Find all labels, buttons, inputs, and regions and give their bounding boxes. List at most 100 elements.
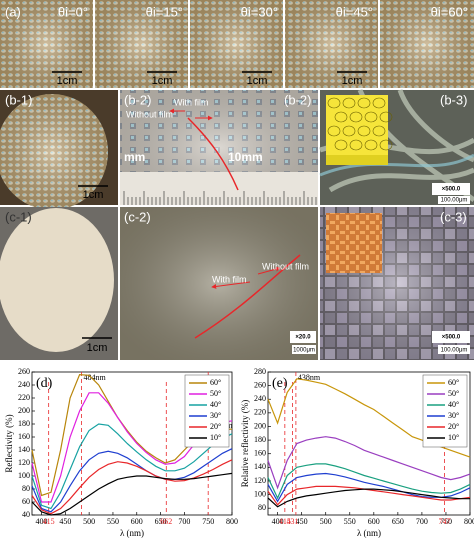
x-tick-label: 500 (83, 517, 95, 526)
x-tick-label: 550 (107, 517, 119, 526)
scale-bar-label: 1cm (247, 75, 268, 87)
scale-bar-label: 1cm (87, 342, 108, 354)
legend-label: 40° (448, 400, 459, 409)
x-tick-label: 800 (464, 517, 474, 526)
panel-b1: (b-1) 1cm (0, 90, 118, 210)
x-tick-label: 400 (272, 517, 284, 526)
angle-label: θi=30° (241, 4, 278, 19)
angle-label: θi=45° (336, 4, 373, 19)
scale-bar-label: 1cm (57, 75, 78, 87)
y-tick-label: 220 (18, 393, 30, 402)
x-tick-label: 600 (131, 517, 143, 526)
angle-label: θi=15° (146, 4, 183, 19)
annotation: Without film (262, 261, 309, 271)
series-line (31, 459, 233, 515)
series-line (267, 436, 471, 490)
series-line (267, 485, 471, 506)
line-chart: 40 60 80 100 120 140 160 180 200 220 240 260 400 450 5… (4, 367, 238, 538)
y-tick-label: 60 (22, 497, 30, 506)
scale-bar-label: 1cm (152, 75, 173, 87)
legend-label: 10° (210, 433, 221, 442)
chart-title: (d) (36, 376, 53, 391)
line-chart: 80 100 120 140 160 180 200 220 240 260 280 400 450 50… (240, 367, 474, 538)
annotation: Without film (126, 109, 173, 119)
y-tick-label: 240 (18, 380, 30, 389)
reference-label: 484nm (84, 373, 107, 382)
x-tick-label: 600 (368, 517, 380, 526)
magnification: ×20.0 (295, 335, 311, 341)
panel-c2: With film Without film (c-2) ×20.0 1000μ… (120, 207, 318, 360)
y-tick-label: 100 (18, 471, 30, 480)
y-tick-label: 180 (18, 419, 30, 428)
panel-a: θi=0° 1cm θi=15° 1cm θi=30° 1cm θi=45° 1cm θi=60… (0, 0, 474, 88)
x-tick-label: 700 (416, 517, 428, 526)
x-tick-label: 400 (36, 517, 48, 526)
legend: 60° 50° 40° 30° 20° 10° (422, 374, 468, 448)
x-tick-label: 750 (440, 517, 452, 526)
x-tick-label: 500 (320, 517, 332, 526)
y-tick-label: 280 (254, 367, 266, 376)
y-tick-label: 180 (254, 435, 266, 444)
y-tick-label: 260 (18, 367, 30, 376)
panel-label: (b-1) (5, 92, 32, 107)
series-line (31, 472, 233, 516)
scale-bar-label: 1000μm (293, 348, 315, 354)
x-tick-label: 750 (202, 517, 214, 526)
y-tick-label: 140 (18, 445, 30, 454)
x-tick-label: 550 (344, 517, 356, 526)
legend-label: 60° (210, 378, 221, 387)
reference-tick-label: 431 (287, 517, 299, 526)
y-tick-label: 200 (18, 406, 30, 415)
y-tick-label: 200 (254, 421, 266, 430)
x-tick-label: 650 (155, 517, 167, 526)
angle-label: θi=0° (58, 4, 88, 19)
plot-frame (31, 371, 233, 516)
reference-tick-label: 415 (279, 517, 291, 526)
series-line (267, 488, 470, 508)
y-tick-label: 260 (254, 380, 266, 389)
y-axis-title: Reflectivity (%) (4, 414, 14, 472)
legend-label: 20° (448, 422, 459, 431)
chart-title: (e) (272, 376, 288, 391)
legend-label: 10° (448, 433, 459, 442)
legend: 60° 50° 40° 30° 20° 10° (184, 374, 230, 448)
y-tick-label: 120 (18, 458, 30, 467)
y-axis-title: Relative reflectivity (%) (240, 400, 250, 487)
legend-label: 30° (210, 411, 221, 420)
x-tick-label: 800 (226, 517, 238, 526)
legend-label: 40° (210, 400, 221, 409)
y-tick-label: 160 (254, 449, 266, 458)
legend-label: 50° (448, 389, 459, 398)
panel-label: (c-3) (440, 209, 467, 224)
scale-bar-label: 1cm (83, 189, 104, 201)
y-tick-label: 120 (254, 476, 266, 485)
panel-b3: ×500.0 100.00μm (b-3) (319, 89, 474, 205)
y-tick-label: 240 (254, 394, 266, 403)
legend-label: 20° (210, 422, 221, 431)
panel-b2: (b-2) With film Without film mm 10mm (b-… (120, 90, 318, 205)
reference-tick-label: 662 (160, 517, 172, 526)
angle-label: θi=60° (431, 4, 468, 19)
legend-label: 50° (210, 389, 221, 398)
panel-label: (c-1) (5, 209, 32, 224)
magnification: ×500.0 (442, 335, 461, 341)
panel-label: (b-2) (124, 92, 151, 107)
x-axis-title: λ (nm) (357, 528, 381, 538)
unit-label: 10mm (228, 150, 263, 164)
panel-label: (b-2) (284, 92, 311, 107)
legend-label: 60° (448, 378, 459, 387)
x-tick-label: 450 (296, 517, 308, 526)
reference-tick-label: 415 (43, 517, 55, 526)
y-tick-label: 80 (258, 503, 266, 512)
reference-label: 438nm (298, 373, 321, 382)
scale-bar-label: 100.00μm (441, 198, 468, 204)
annotation: With film (212, 274, 247, 284)
x-axis-title: λ (nm) (120, 528, 144, 538)
panel-label: (a) (5, 4, 21, 19)
y-tick-label: 80 (22, 484, 30, 493)
magnification: ×500.0 (442, 187, 461, 193)
series-line (31, 423, 233, 510)
scale-bar-label: 1cm (342, 75, 363, 87)
x-tick-label: 450 (59, 517, 71, 526)
